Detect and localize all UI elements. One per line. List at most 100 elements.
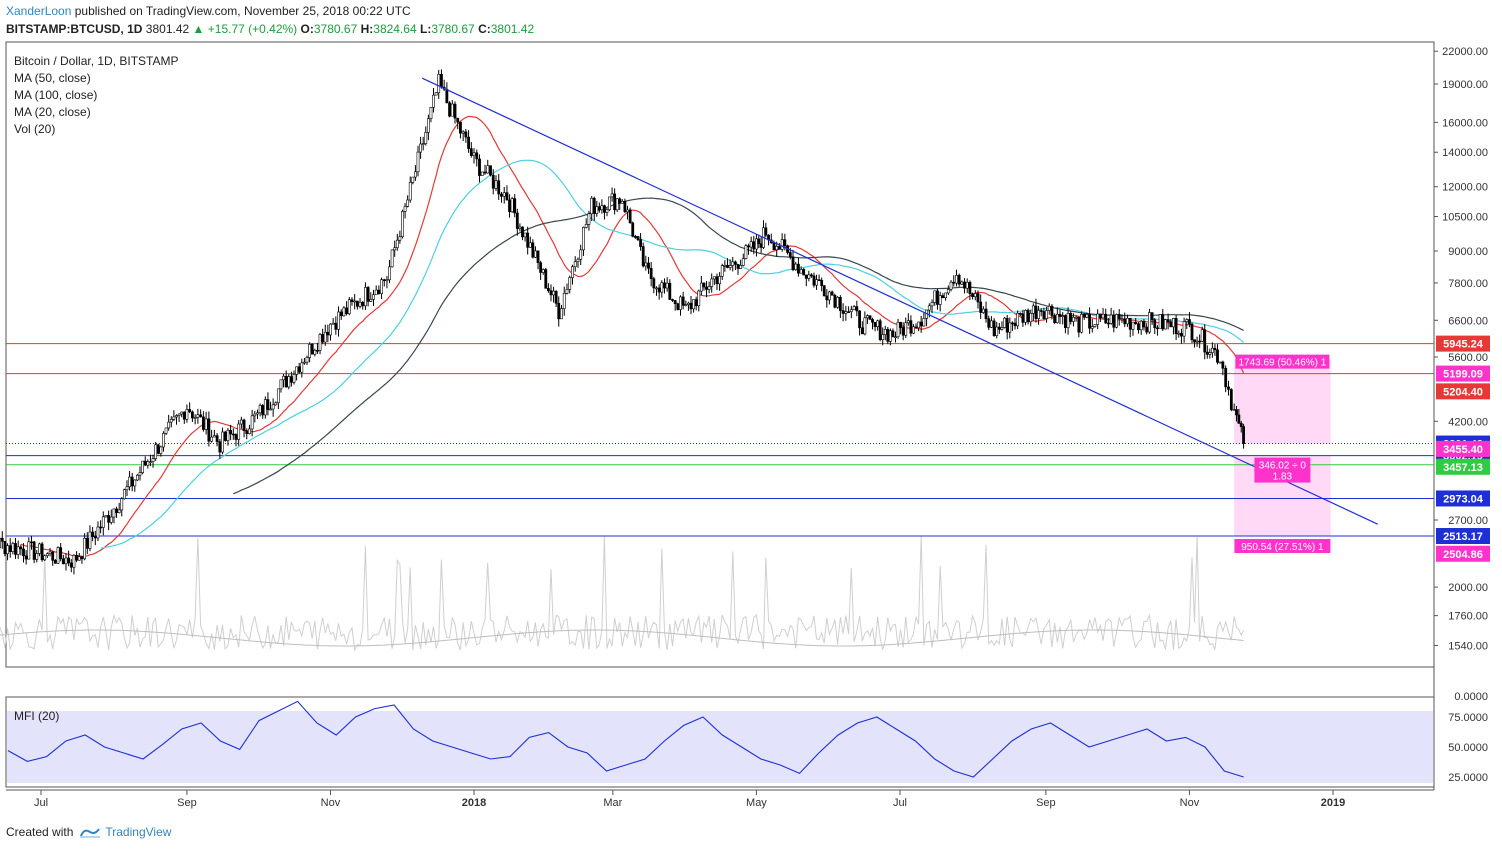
candle-body xyxy=(3,540,7,555)
candle-body xyxy=(456,117,460,123)
candle-body xyxy=(276,388,280,404)
price-label-bg xyxy=(1436,458,1490,475)
annotation-label: 346.02 ÷ 0 xyxy=(1259,461,1307,472)
candle-body xyxy=(310,343,314,355)
candle-body xyxy=(502,192,506,197)
price-label: 5204.40 xyxy=(1443,386,1483,398)
candle-body xyxy=(655,287,658,290)
legend-ma20[interactable]: MA (20, close) xyxy=(14,105,91,119)
y-tick-label: 10500.00 xyxy=(1442,212,1488,224)
candle-body xyxy=(256,412,259,415)
open-label: O: xyxy=(300,22,314,36)
candle-body xyxy=(104,515,108,518)
mfi-title[interactable]: MFI (20) xyxy=(14,709,60,723)
candle-body xyxy=(1156,327,1159,330)
candle-body xyxy=(587,213,591,225)
candle-body xyxy=(933,290,937,303)
candle-body xyxy=(1112,314,1116,328)
candle-body xyxy=(0,537,4,542)
author-link[interactable]: XanderLoon xyxy=(6,4,72,18)
candle-body xyxy=(652,278,656,289)
candle-body xyxy=(1227,386,1230,390)
candle-body xyxy=(1061,315,1065,317)
candle-body xyxy=(358,301,362,307)
candle-body xyxy=(772,242,776,251)
candle-body xyxy=(960,281,964,285)
candle-body xyxy=(1077,316,1081,333)
candle-body xyxy=(282,375,285,381)
candle-body xyxy=(1104,313,1108,324)
candle-body xyxy=(464,131,468,138)
candle-body xyxy=(757,238,761,245)
candle-body xyxy=(342,307,346,317)
candle-body xyxy=(886,328,890,342)
candle-body xyxy=(944,292,947,299)
x-tick-label: Sep xyxy=(177,797,197,809)
candle-body xyxy=(1200,329,1204,342)
candle-body xyxy=(554,290,558,304)
candle-body xyxy=(93,536,97,539)
candle-body xyxy=(1120,318,1124,321)
candle-body xyxy=(825,295,829,301)
candle-body xyxy=(253,413,257,417)
candle-body xyxy=(1058,313,1062,317)
tradingview-brand-link[interactable]: TradingView xyxy=(79,825,171,839)
publish-line: XanderLoon published on TradingView.com,… xyxy=(6,4,411,18)
candle-body xyxy=(339,311,343,317)
legend-main-series[interactable]: Bitcoin / Dollar, 1D, BITSTAMP xyxy=(14,54,179,68)
candle-body xyxy=(1050,305,1054,316)
candle-body xyxy=(40,543,44,561)
candle-body xyxy=(377,289,381,294)
candle-body xyxy=(557,302,561,320)
candle-body xyxy=(791,256,795,270)
candle-body xyxy=(833,294,837,308)
candle-body xyxy=(101,516,105,528)
candle-body xyxy=(398,236,402,241)
candle-body xyxy=(1218,361,1222,364)
candle-body xyxy=(671,299,674,301)
candle-body xyxy=(120,498,124,511)
candle-body xyxy=(705,286,708,290)
candle-body xyxy=(1210,347,1214,353)
candle-body xyxy=(759,243,763,248)
candle-body xyxy=(1134,321,1138,324)
candle-body xyxy=(450,103,454,117)
candle-body xyxy=(1063,315,1067,329)
open-value: 3780.67 xyxy=(313,22,358,36)
mfi-pane: 75.0000 50.0000 25.0000 0.0000 xyxy=(7,691,1488,784)
candle-body xyxy=(576,258,580,262)
candle-body xyxy=(1003,317,1006,328)
legend-volume[interactable]: Vol (20) xyxy=(14,122,56,136)
candle-body xyxy=(207,418,211,442)
candle-body xyxy=(77,556,81,561)
x-tick-label: Mar xyxy=(603,797,622,809)
candle-body xyxy=(641,246,645,267)
candle-body xyxy=(1115,314,1118,328)
candle-body xyxy=(154,444,158,459)
candle-body xyxy=(1239,423,1243,427)
price-label: 5945.24 xyxy=(1443,339,1484,351)
candle-body xyxy=(523,232,527,238)
candle-body xyxy=(45,553,49,557)
candle-body xyxy=(440,74,443,88)
candle-body xyxy=(855,306,859,312)
candle-body xyxy=(718,276,722,285)
candle-body xyxy=(91,531,95,537)
candle-body xyxy=(860,327,864,335)
candle-body xyxy=(1177,332,1181,335)
candle-body xyxy=(414,171,417,178)
candle-body xyxy=(595,206,599,214)
candle-body xyxy=(182,411,186,420)
candle-body xyxy=(615,198,619,211)
candle-body xyxy=(193,417,197,419)
legend-ma50[interactable]: MA (50, close) xyxy=(14,71,91,85)
y-tick-label: 4200.00 xyxy=(1448,416,1488,428)
candle-body xyxy=(483,171,487,174)
candle-body xyxy=(673,300,677,304)
candle-body xyxy=(838,297,842,311)
candle-body xyxy=(1069,312,1073,322)
candle-body xyxy=(361,301,365,307)
candle-body xyxy=(733,261,737,265)
legend-ma100[interactable]: MA (100, close) xyxy=(14,88,98,102)
